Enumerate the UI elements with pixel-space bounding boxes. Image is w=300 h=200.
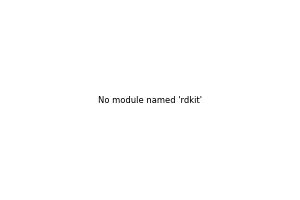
Text: No module named 'rdkit': No module named 'rdkit' [98,96,202,105]
